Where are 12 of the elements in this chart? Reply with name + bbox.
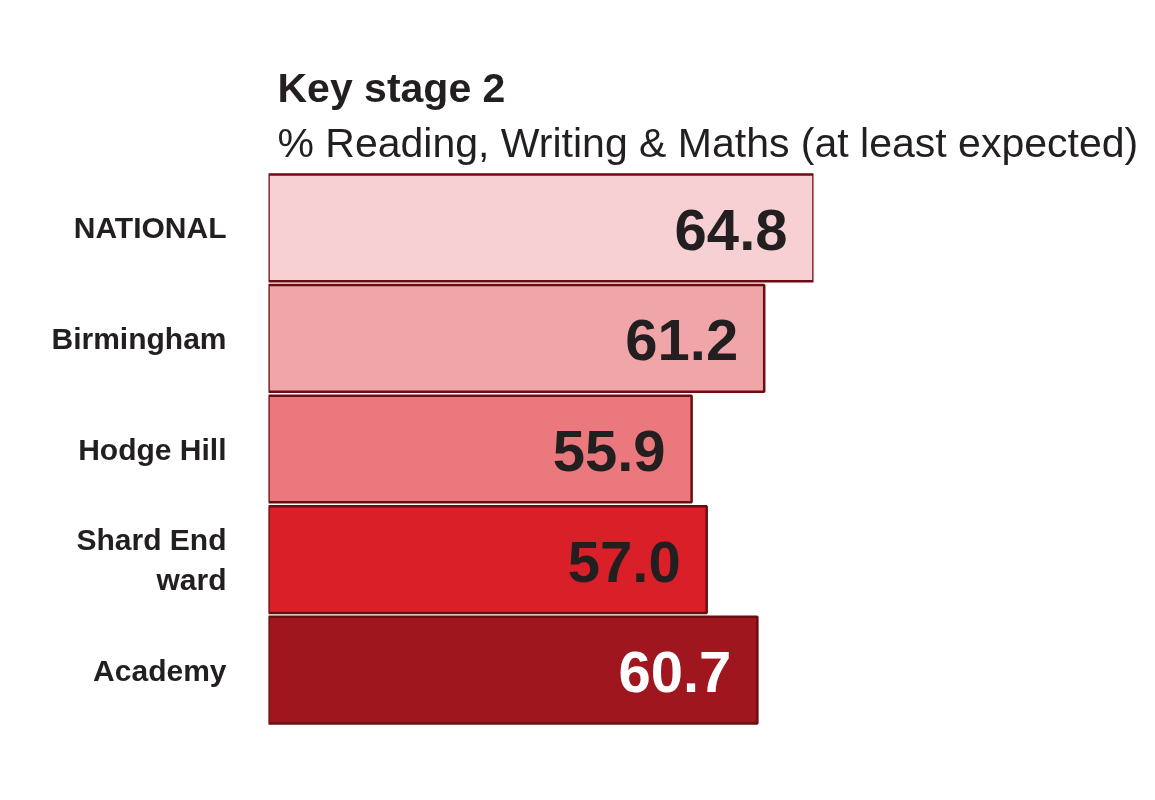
data-label: 55.9 <box>552 418 666 483</box>
y-tick-label: Shard End ward <box>76 523 227 596</box>
y-tick-label: NATIONAL <box>73 211 227 245</box>
y-tick-label: Birmingham <box>51 321 227 355</box>
y-tick-label: Hodge Hill <box>78 432 227 466</box>
chart-subtitle: % Reading, Writing & Maths (at least expected) <box>277 119 1139 166</box>
data-label: 60.7 <box>618 639 732 705</box>
chart-title: Key stage 2 <box>277 64 506 111</box>
data-label: 57.0 <box>567 528 681 594</box>
data-label: 61.2 <box>625 307 739 373</box>
y-tick-label: Academy <box>93 653 227 687</box>
data-label: 64.8 <box>674 196 788 262</box>
